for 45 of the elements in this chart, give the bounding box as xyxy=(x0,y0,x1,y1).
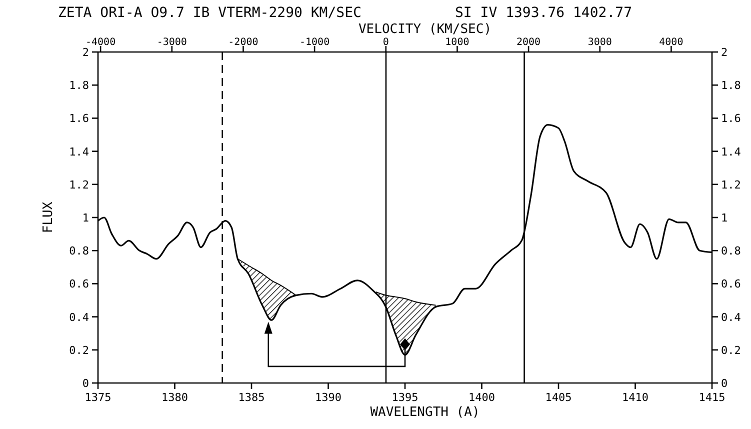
y-tick-label: 0.2 xyxy=(69,344,89,357)
y2-tick-label: 0.8 xyxy=(721,244,741,258)
x2-tick-label: 3000 xyxy=(588,37,612,48)
y-tick-label: 1 xyxy=(82,212,89,224)
x-tick-label: 1415 xyxy=(698,391,726,404)
x-tick-label: 1400 xyxy=(468,391,495,404)
x2-tick-label: -2000 xyxy=(228,37,258,48)
x2-axis-title: VELOCITY (KM/SEC) xyxy=(358,22,492,37)
y-tick-label: 1.8 xyxy=(69,79,89,92)
x-tick-label: 1410 xyxy=(622,391,648,404)
y2-tick-label: 2 xyxy=(721,46,728,59)
y-tick-label: 0.6 xyxy=(69,278,89,291)
chart-title: ZETA ORI-A O9.7 IB VTERM-2290 KM/SEC xyxy=(58,5,362,21)
y-tick-label: 0.4 xyxy=(69,310,90,324)
y2-tick-label: 1.4 xyxy=(721,145,742,158)
x-tick-label: 1390 xyxy=(315,391,342,404)
y2-tick-label: 1.6 xyxy=(721,112,741,126)
chart-subtitle: SI IV 1393.76 1402.77 xyxy=(455,5,632,21)
y2-tick-label: 0.6 xyxy=(721,278,741,291)
y-tick-label: 1.6 xyxy=(69,112,89,126)
y-tick-label: 1.2 xyxy=(69,178,89,192)
x2-tick-label: 1000 xyxy=(445,37,470,48)
y2-tick-label: 1.8 xyxy=(721,79,741,92)
x-tick-label: 1375 xyxy=(84,391,112,404)
y-tick-label: 1.4 xyxy=(69,145,90,158)
y-axis-title: FLUX xyxy=(41,202,56,234)
x-tick-label: 1385 xyxy=(238,391,265,404)
x-axis-title: WAVELENGTH (A) xyxy=(370,405,480,420)
x2-tick-label: -3000 xyxy=(156,37,187,48)
y-tick-label: 0.8 xyxy=(69,244,89,258)
x2-tick-label: 2000 xyxy=(516,37,541,48)
y2-tick-label: 0 xyxy=(721,377,728,390)
x-tick-label: 1395 xyxy=(392,391,418,404)
x2-tick-label: 4000 xyxy=(659,37,684,48)
x2-tick-label: -4000 xyxy=(86,37,116,48)
y2-tick-label: 0.4 xyxy=(721,310,742,324)
y2-tick-label: 1.2 xyxy=(721,178,741,192)
x-tick-label: 1405 xyxy=(545,391,572,404)
x2-tick-label: 0 xyxy=(382,37,389,48)
x2-tick-label: -1000 xyxy=(300,37,330,48)
y-tick-label: 2 xyxy=(82,46,89,59)
y-tick-label: 0 xyxy=(82,377,89,390)
y2-tick-label: 1 xyxy=(721,212,728,224)
y2-tick-label: 0.2 xyxy=(721,344,741,357)
x-tick-label: 1380 xyxy=(162,391,188,404)
